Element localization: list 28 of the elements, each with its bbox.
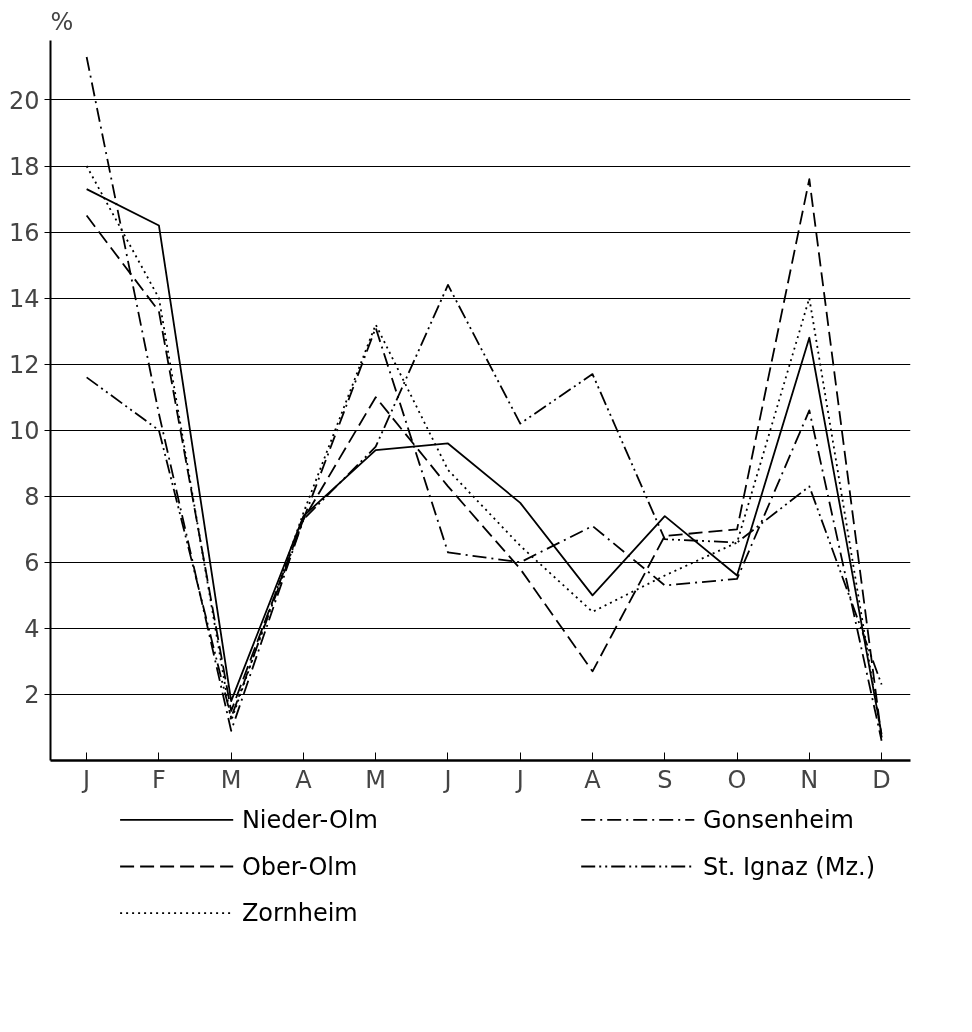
legend-label: Ober-Olm — [241, 852, 358, 881]
x-tick-label: M — [365, 765, 387, 794]
y-tick-label: 2 — [24, 681, 40, 710]
legend-label: St. Ignaz (Mz.) — [703, 852, 876, 881]
x-tick-label: A — [295, 765, 313, 794]
y-tick-label: 20 — [8, 86, 40, 115]
x-tick-label: J — [442, 765, 452, 794]
x-tick-label: F — [152, 765, 166, 794]
y-tick-label: 18 — [8, 153, 40, 181]
legend-label: Gonsenheim — [703, 805, 854, 834]
x-tick-label: D — [872, 765, 891, 794]
x-tick-label: J — [81, 765, 91, 794]
legend-label: Zornheim — [241, 899, 358, 928]
y-tick-label: 6 — [24, 549, 40, 578]
y-tick-label: 12 — [8, 351, 40, 380]
x-tick-label: N — [800, 765, 819, 794]
y-tick-label: 16 — [8, 219, 40, 248]
x-tick-label: A — [584, 765, 602, 794]
x-tick-label: S — [657, 765, 673, 794]
x-tick-label: M — [220, 765, 242, 794]
y-tick-label: 14 — [8, 285, 40, 314]
y-tick-label: 10 — [8, 417, 40, 446]
legend-label: Nieder-Olm — [241, 805, 378, 834]
x-tick-label: J — [514, 765, 524, 794]
x-tick-label: O — [727, 765, 747, 794]
y-tick-label: 4 — [24, 615, 40, 644]
y-axis-title: % — [50, 7, 74, 36]
y-tick-label: 8 — [24, 483, 40, 512]
